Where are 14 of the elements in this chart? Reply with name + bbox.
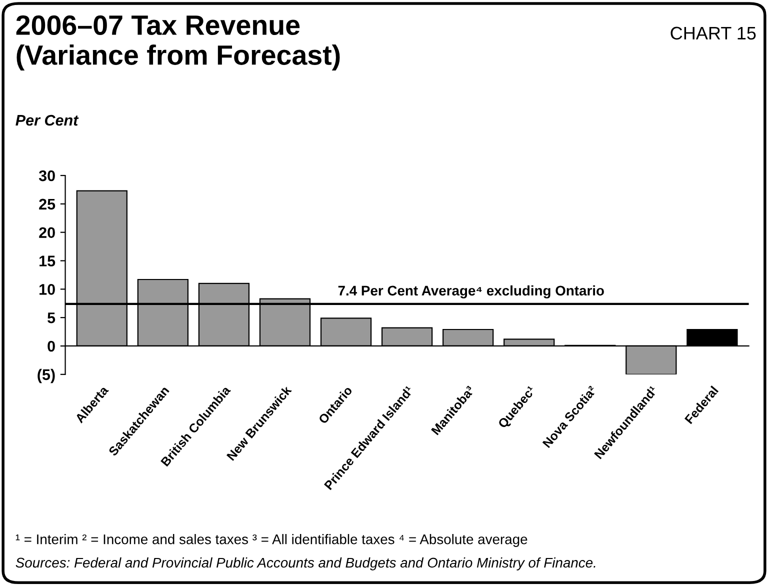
y-tick-label: 10: [40, 284, 55, 295]
y-tick-label: 30: [38, 170, 55, 182]
y-tick-label: 20: [39, 227, 55, 238]
y-tick-label: (5): [38, 368, 55, 384]
chart-subtitle: CHART 15: [670, 26, 756, 40]
ref-line-label: 7.4 Per Cent Average⁴ excluding Ontario: [338, 285, 604, 298]
source-note: Sources: Federal and Provincial Public Accounts and Budgets and Ontario Ministry of Finance.: [16, 557, 596, 570]
y-tick-label: 15: [40, 256, 56, 266]
chart-title: 2006–07 Tax Revenue (Variance from Forecast): [16, 15, 340, 70]
y-tick-label: 0: [48, 340, 55, 352]
y-tick-label: 25: [39, 198, 56, 210]
text: ¹ = Interim ² = Income and sales taxes ³ = All identifiable taxes ⁴ = Absolute average: [16, 534, 528, 547]
y-tick-label: 5: [48, 312, 56, 324]
y-axis-title: Per Cent: [16, 114, 79, 126]
